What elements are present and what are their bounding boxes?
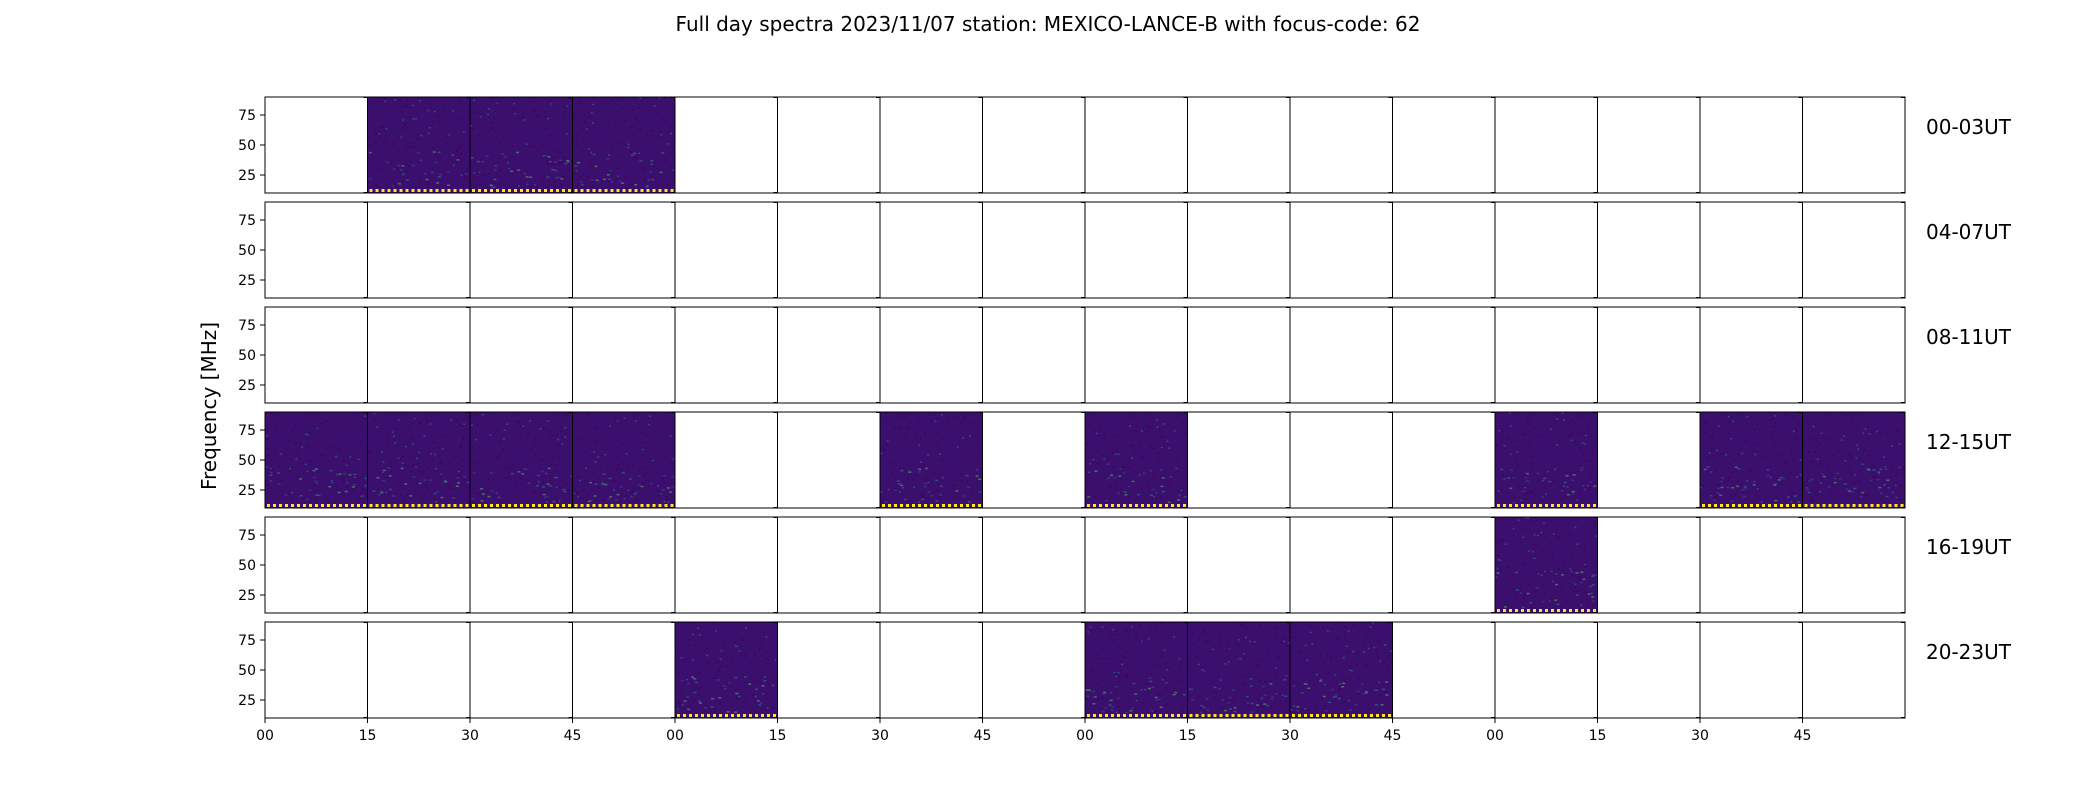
spectrum-panel: [367, 412, 470, 508]
row-label: 12-15UT: [1926, 430, 2012, 454]
x-tick-label: 00: [1486, 728, 1504, 744]
spectrum-panel: [1495, 412, 1598, 508]
spectrum-panel: [572, 412, 675, 508]
spectrum-panel: [1700, 412, 1803, 508]
x-tick-label: 45: [1794, 728, 1812, 744]
spectrum-panel: [470, 412, 573, 508]
row-label: 00-03UT: [1926, 115, 2012, 139]
y-tick-label: 50: [238, 243, 256, 259]
x-tick-label: 15: [1589, 728, 1607, 744]
y-tick-label: 50: [238, 138, 256, 154]
y-tick-label: 50: [238, 453, 256, 469]
y-tick-label: 75: [238, 528, 256, 544]
x-tick-label: 45: [974, 728, 992, 744]
y-tick-label: 50: [238, 663, 256, 679]
y-axis-label: Frequency [MHz]: [197, 322, 221, 490]
x-tick-label: 15: [359, 728, 377, 744]
spectrum-panel: [265, 412, 368, 508]
spectrum-panel: [470, 97, 573, 193]
x-tick-label: 45: [564, 728, 582, 744]
spectrum-panel: [1085, 412, 1188, 508]
spectra-row-5: 25 50 75 20-23UT: [238, 621, 2012, 719]
spectrum-panel: [675, 622, 778, 718]
spectrum-panel: [1085, 622, 1188, 718]
y-tick-label: 75: [238, 318, 256, 334]
spectra-row-4: 25 50 75 16-19UT: [238, 516, 2012, 614]
chart-title: Full day spectra 2023/11/07 station: MEX…: [676, 12, 1421, 36]
spectrum-panel: [1187, 622, 1290, 718]
x-tick-label: 00: [256, 728, 274, 744]
y-tick-label: 25: [238, 588, 256, 604]
y-tick-label: 25: [238, 273, 256, 289]
row-label: 16-19UT: [1926, 535, 2012, 559]
spectrum-panel: [1495, 517, 1598, 613]
y-tick-label: 75: [238, 423, 256, 439]
y-tick-label: 75: [238, 633, 256, 649]
x-axis-ticks: 00 15 30 45 00 15 30 45 00 15 30 45 00 15 30 45: [256, 718, 1811, 744]
row-label: 20-23UT: [1926, 640, 2012, 664]
x-tick-label: 00: [666, 728, 684, 744]
y-tick-label: 25: [238, 378, 256, 394]
x-tick-label: 15: [1179, 728, 1197, 744]
spectrum-panel: [1290, 622, 1393, 718]
row-label: 08-11UT: [1926, 325, 2012, 349]
spectra-row-0: 25 50 75 00-03UT: [238, 96, 2012, 194]
row-label: 04-07UT: [1926, 220, 2012, 244]
spectrum-panel: [1802, 412, 1905, 508]
y-tick-label: 25: [238, 693, 256, 709]
x-tick-label: 30: [1281, 728, 1299, 744]
x-tick-label: 00: [1076, 728, 1094, 744]
y-tick-label: 50: [238, 348, 256, 364]
spectra-row-1: 25 50 75 04-07UT: [238, 201, 2012, 299]
x-tick-label: 30: [871, 728, 889, 744]
spectrum-panel: [572, 97, 675, 193]
spectrum-panel: [367, 97, 470, 193]
y-tick-label: 25: [238, 483, 256, 499]
y-tick-label: 75: [238, 213, 256, 229]
y-tick-label: 75: [238, 108, 256, 124]
spectra-row-2: 25 50 75 08-11UT: [238, 306, 2012, 404]
x-tick-label: 45: [1384, 728, 1402, 744]
x-tick-label: 15: [769, 728, 787, 744]
spectrum-panel: [880, 412, 983, 508]
y-tick-label: 25: [238, 168, 256, 184]
y-tick-label: 50: [238, 558, 256, 574]
x-tick-label: 30: [461, 728, 479, 744]
x-tick-label: 30: [1691, 728, 1709, 744]
spectra-row-3: 25 50 75 12-15UT: [238, 411, 2012, 509]
